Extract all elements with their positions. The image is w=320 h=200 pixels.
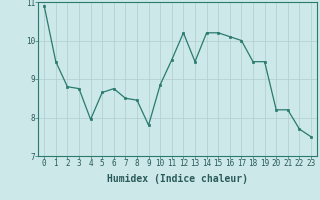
X-axis label: Humidex (Indice chaleur): Humidex (Indice chaleur) bbox=[107, 174, 248, 184]
